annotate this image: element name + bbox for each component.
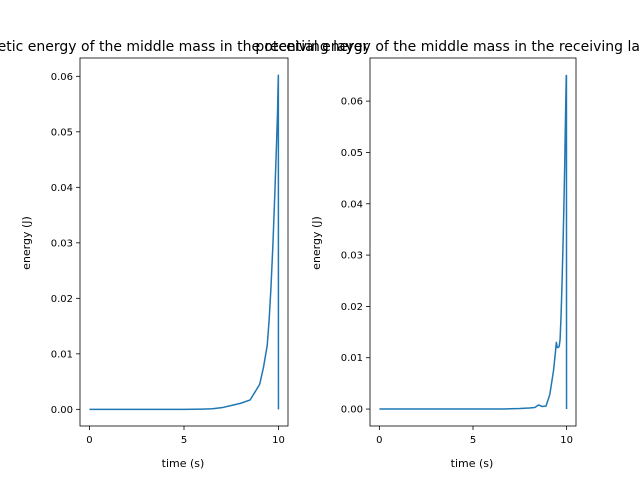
- kinetic-energy-chart: Kinetic energy of the middle mass in the…: [0, 39, 369, 470]
- y-tick-label: 0.04: [51, 183, 73, 194]
- y-tick-label: 0.05: [341, 148, 363, 159]
- series-line-0: [89, 74, 280, 411]
- chart-title: potential energy of the middle mass in t…: [255, 39, 640, 55]
- y-tick-label: 0.03: [51, 238, 73, 249]
- plot-area: 0 5 10 0.00 0.01 0.02 0.03 0.04 0.05 0.06: [341, 57, 577, 446]
- x-tick-label: 5: [181, 435, 187, 446]
- x-tick-label: 10: [272, 435, 285, 446]
- x-tick-label: 0: [86, 435, 92, 446]
- potential-energy-chart: potential energy of the middle mass in t…: [255, 39, 640, 470]
- y-tick-label: 0.06: [51, 72, 73, 83]
- chart-title: Kinetic energy of the middle mass in the…: [0, 39, 369, 55]
- x-tick-label: 5: [470, 435, 476, 446]
- y-tick-label: 0.04: [341, 199, 363, 210]
- y-tick-label: 0.00: [51, 405, 73, 416]
- x-axis-label: time (s): [162, 457, 205, 470]
- y-tick-label: 0.01: [341, 353, 363, 364]
- x-tick-label: 10: [560, 435, 573, 446]
- y-axis-label: energy (J): [20, 216, 33, 270]
- plot-area: 0 5 10 0.00 0.01 0.02 0.03 0.04 0.05 0.06: [51, 57, 289, 446]
- y-tick-label: 0.02: [341, 302, 363, 313]
- y-tick-label: 0.00: [341, 405, 363, 416]
- y-tick-label: 0.01: [51, 349, 73, 360]
- x-axis-label: time (s): [451, 457, 494, 470]
- y-tick-label: 0.05: [51, 127, 73, 138]
- y-tick-label: 0.02: [51, 294, 73, 305]
- x-tick-label: 0: [376, 435, 382, 446]
- series-line-0: [379, 74, 568, 410]
- y-axis-label: energy (J): [310, 216, 323, 270]
- y-tick-label: 0.03: [341, 251, 363, 262]
- y-tick-label: 0.06: [341, 97, 363, 108]
